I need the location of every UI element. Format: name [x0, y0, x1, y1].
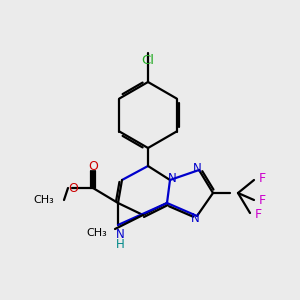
- Text: F: F: [259, 194, 266, 206]
- Text: CH₃: CH₃: [33, 195, 54, 205]
- Text: F: F: [255, 208, 262, 221]
- Text: H: H: [116, 238, 124, 251]
- Text: N: N: [116, 229, 124, 242]
- Text: F: F: [259, 172, 266, 184]
- Text: O: O: [88, 160, 98, 173]
- Text: O: O: [68, 182, 78, 194]
- Text: N: N: [190, 212, 200, 224]
- Text: CH₃: CH₃: [86, 228, 107, 238]
- Text: N: N: [168, 172, 176, 184]
- Text: Cl: Cl: [142, 53, 154, 67]
- Text: N: N: [193, 161, 201, 175]
